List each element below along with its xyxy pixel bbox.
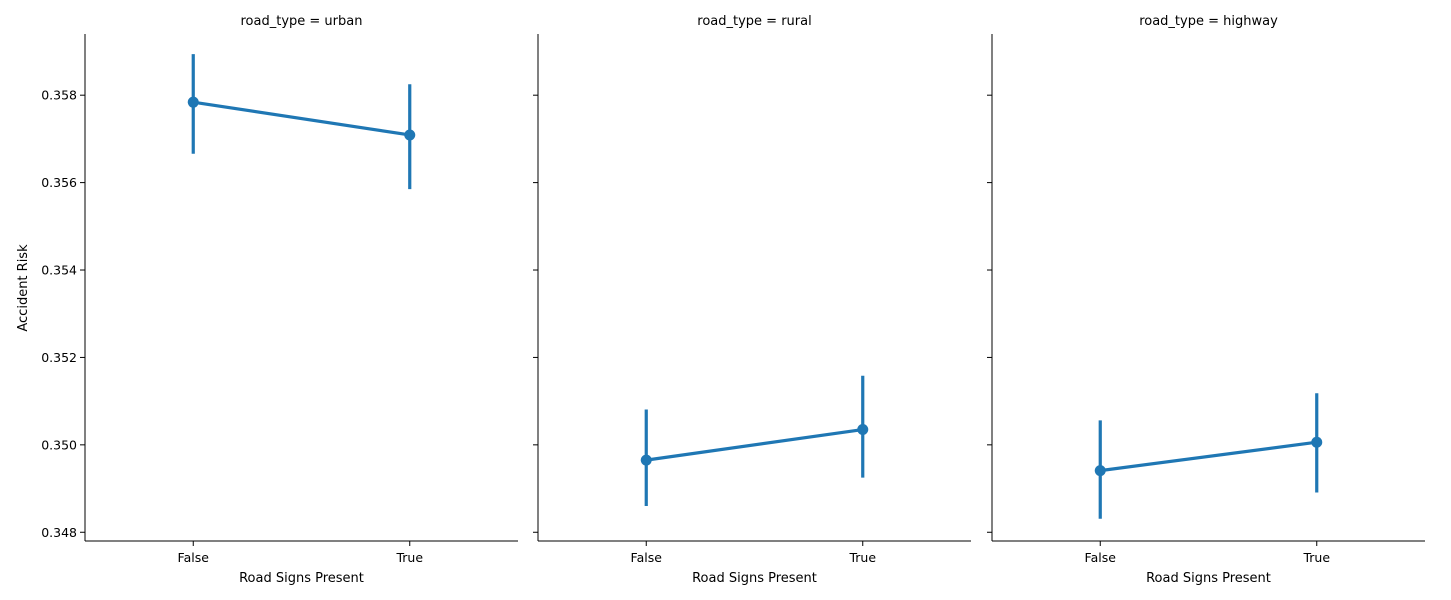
data-point [857, 424, 869, 436]
panel-title: road_type = urban [241, 14, 363, 29]
y-tick-label: 0.354 [41, 263, 77, 278]
data-point [187, 96, 199, 108]
x-tick-label: True [395, 550, 423, 565]
data-point [1094, 465, 1106, 477]
panel-title: road_type = rural [697, 14, 811, 29]
y-tick-label: 0.352 [41, 350, 77, 365]
y-tick-label: 0.350 [41, 437, 77, 452]
data-point [404, 129, 416, 141]
data-point [640, 454, 652, 466]
panel-1: road_type = rural False True Road Signs Pre… [533, 14, 971, 586]
x-axis-title: Road Signs Present [1146, 571, 1271, 586]
panel-0: road_type = urban 0.348 0.350 0.352 0.354 0.3… [41, 14, 518, 586]
y-tick-label: 0.348 [41, 525, 77, 540]
y-tick-label: 0.358 [41, 88, 77, 103]
x-axis-title: Road Signs Present [692, 571, 817, 586]
x-tick-label: False [1085, 550, 1117, 565]
y-tick-label: 0.356 [41, 175, 77, 190]
x-tick-label: False [178, 550, 210, 565]
x-tick-label: False [631, 550, 663, 565]
y-axis-title: Accident Risk [16, 244, 31, 332]
series-line [646, 427, 863, 462]
panel-title: road_type = highway [1139, 14, 1278, 29]
data-point [1311, 436, 1323, 448]
x-axis-title: Road Signs Present [239, 571, 364, 586]
x-tick-label: True [1302, 550, 1330, 565]
series-line [193, 100, 410, 137]
x-tick-label: True [848, 550, 876, 565]
panel-2: road_type = highway False True Road Signs P… [987, 14, 1425, 586]
series-line [1100, 440, 1317, 473]
